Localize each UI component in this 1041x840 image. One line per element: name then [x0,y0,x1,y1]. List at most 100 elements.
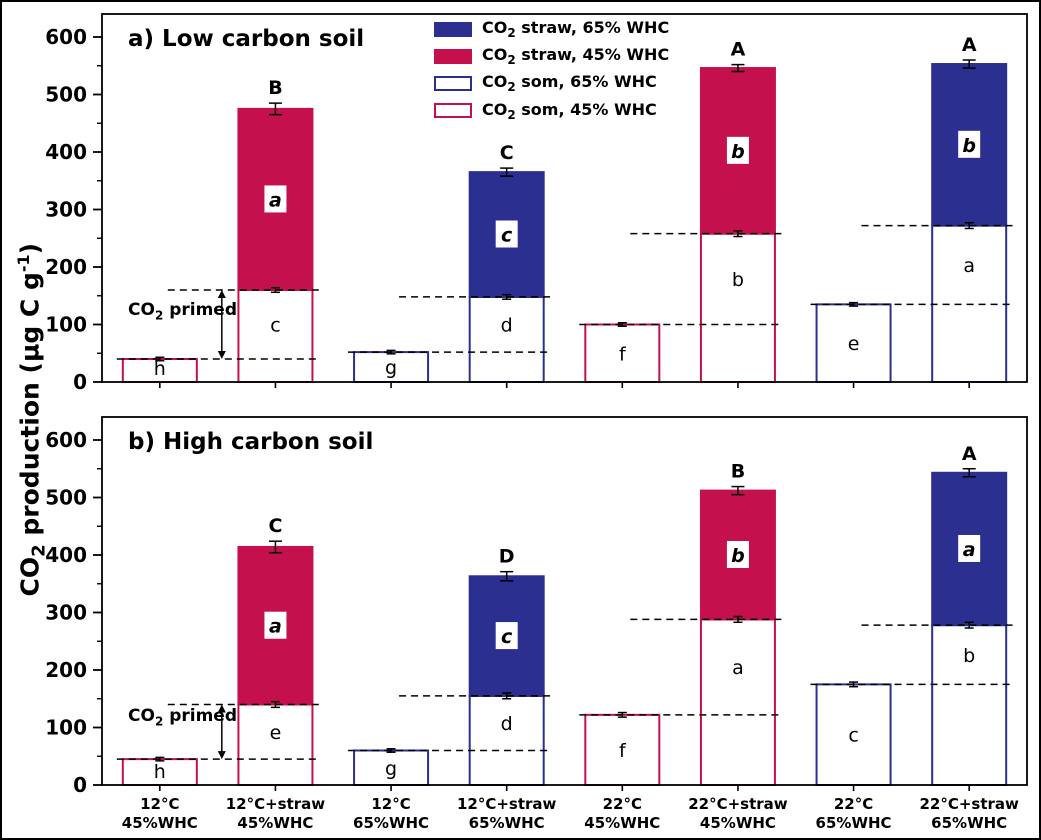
straw-letter-bg [495,622,518,650]
primed-pre: CO [128,706,155,726]
straw-letter-label: a [963,539,976,561]
y-axis-label-sup: -1 [14,254,34,273]
legend-row: CO2 som, 45% WHC [434,100,669,122]
straw-letter-bg [726,136,749,164]
significance-label: A [731,39,746,61]
primed-arrow-head-bottom [217,751,226,760]
y-tick-label: 100 [45,313,87,337]
som-45-swatch [434,103,472,119]
straw-letter-label: c [501,626,513,648]
primed-arrow-head-top [217,704,226,713]
significance-label: C [500,142,514,164]
y-axis-label-post: ) [15,243,45,255]
som-letter-label: h [154,358,166,380]
y-axis-label: CO2 production (µg C g-1) [14,243,49,597]
legend-row: CO2 straw, 45% WHC [434,45,669,67]
legend-label: CO2 straw, 45% WHC [482,45,669,67]
significance-label: C [268,515,282,537]
legend-label: CO2 som, 65% WHC [482,72,657,94]
straw-45-swatch [434,48,472,64]
panel-border [101,416,1028,786]
y-tick-label: 100 [45,716,87,740]
straw-65-swatch [434,21,472,37]
legend-label-post: som, 45% WHC [515,99,657,119]
som-letter-label: g [385,357,397,379]
som-letter-label: e [270,722,282,744]
significance-label: B [731,461,745,483]
panel-b: h e a Cg d c Df a b Bc b a A 0 100 200 300 400 500 600 12°C 4… [45,416,1028,832]
x-tick-label: 12°C 45%WHC [122,795,198,832]
y-tick-label: 400 [45,140,87,164]
y-axis-label-pre: CO [15,557,45,597]
bar-som [699,618,776,787]
significance-label: A [962,34,977,56]
y-tick-label: 400 [45,543,87,567]
bar-som [237,703,314,786]
bar-som [699,232,776,383]
legend-row: CO2 som, 65% WHC [434,72,669,95]
legend-label-post: straw, 45% WHC [515,45,670,65]
legend-label: CO2 som, 45% WHC [482,100,657,122]
legend-label-post: straw, 65% WHC [515,18,670,37]
legend-label-post: som, 65% WHC [515,72,657,92]
y-tick-label: 0 [73,370,87,394]
som-letter-label: a [732,657,744,679]
panel-a: h c a Bg d c Cf b b Ae a b A 0 100 200 300 400 500 600 [45,13,1028,394]
y-tick-label: 0 [73,773,87,797]
straw-letter-bg [958,534,981,562]
legend-label-sub: 2 [507,26,516,41]
panel-a-title: a) Low carbon soil [128,26,365,52]
x-tick-label: 12°C+straw 45%WHC [226,795,326,832]
primed-arrow-head-top [217,290,226,298]
significance-label: A [962,443,977,465]
straw-letter-label: b [731,545,745,567]
y-tick-label: 300 [45,601,87,625]
primed-post: primed [163,300,238,320]
y-tick-label: 200 [45,255,87,279]
som-letter-label: b [732,269,744,291]
straw-letter-bg [264,185,287,213]
primed-pre: CO [128,300,155,320]
x-tick-label: 22°C+straw 45%WHC [688,795,788,832]
primed-sub: 2 [154,308,164,323]
straw-letter-label: a [269,189,282,211]
som-letter-label: d [501,315,513,337]
som-letter-label: f [619,343,627,365]
bar-som [353,351,430,384]
legend-label-sub: 2 [507,107,516,122]
straw-letter-label: b [731,141,745,163]
bar-som [468,694,545,786]
y-tick-label: 600 [45,428,87,452]
x-tick-label: 22°C 45%WHC [584,795,660,832]
legend-label-pre: CO [482,18,508,37]
som-letter-label: g [385,758,397,780]
bar-som [931,624,1008,787]
legend: CO2 straw, 65% WHC CO2 straw, 45% WHC CO… [434,18,669,122]
x-tick-label: 22°C+straw 65%WHC [919,795,1019,832]
x-tick-label: 12°C 65%WHC [353,795,429,832]
bar-som [237,289,314,383]
y-tick-label: 500 [45,486,87,510]
legend-label-pre: CO [482,99,508,119]
y-tick-label: 600 [45,25,87,49]
y-tick-label: 200 [45,658,87,682]
straw-letter-label: b [962,135,976,157]
legend-row: CO2 straw, 65% WHC [434,18,669,40]
legend-label-pre: CO [482,72,508,92]
bar-som [815,683,892,786]
panel-b-title: b) High carbon soil [128,429,374,455]
som-letter-label: h [154,761,166,783]
straw-letter-bg [958,130,981,158]
bar-som [815,303,892,383]
panel-border [101,13,1028,383]
straw-letter-bg [264,611,287,639]
significance-label: D [499,546,515,568]
y-axis-label-mid: production (µg C g [15,272,45,545]
straw-letter-label: c [501,225,513,247]
legend-label-pre: CO [482,45,508,65]
som-letter-label: c [848,725,858,747]
straw-letter-bg [726,541,749,568]
som-letter-label: e [848,333,860,355]
